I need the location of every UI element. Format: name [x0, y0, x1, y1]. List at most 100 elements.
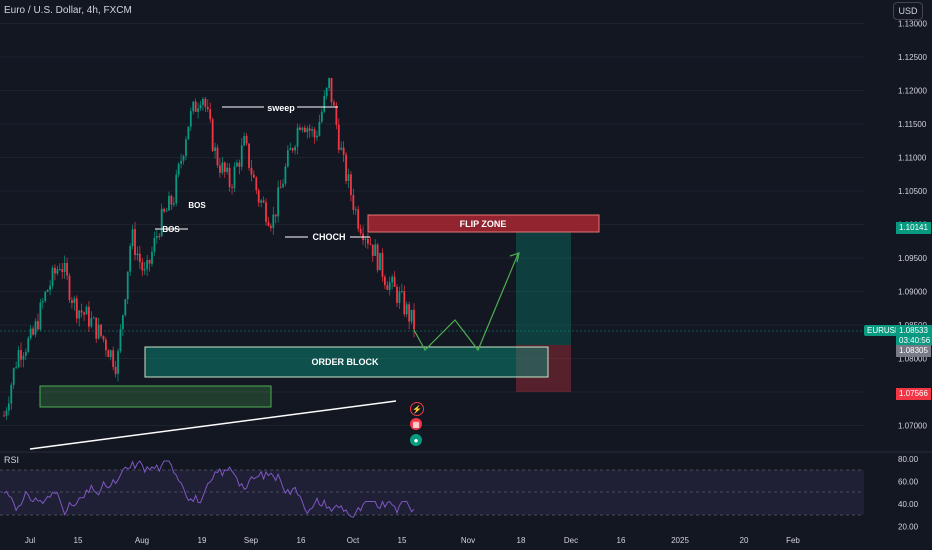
- candle-body: [267, 221, 270, 226]
- projection-path[interactable]: [413, 253, 519, 352]
- candle-body: [245, 136, 248, 144]
- candle-body: [189, 111, 192, 127]
- rsi-line: [3, 460, 415, 518]
- candle-body: [403, 291, 406, 315]
- price-tick-label: 1.13000: [898, 19, 927, 28]
- candle-body: [112, 350, 115, 367]
- candle-body: [369, 243, 372, 245]
- candle-body: [68, 275, 71, 301]
- candle-body: [209, 109, 212, 120]
- candle-body: [163, 208, 166, 212]
- candle-body: [119, 329, 122, 352]
- candle-body: [24, 351, 27, 356]
- candle-body: [400, 291, 403, 293]
- time-tick-label: 2025: [671, 536, 689, 545]
- candle-body: [20, 350, 22, 360]
- candle-body: [185, 139, 187, 156]
- earnings-icon[interactable]: ●: [410, 434, 422, 446]
- candle-body: [194, 101, 197, 112]
- candle-body: [235, 162, 238, 167]
- rsi-axis: 80.00 60.00 40.00 20.00: [898, 455, 919, 532]
- candle-body: [71, 300, 73, 304]
- candle-body: [413, 309, 415, 330]
- time-tick-label: Oct: [347, 536, 360, 545]
- candle-body: [61, 269, 64, 272]
- time-tick-label: 16: [297, 536, 306, 545]
- candle-body: [231, 187, 233, 189]
- lightning-icon[interactable]: ⚡: [410, 402, 424, 416]
- candle-body: [296, 127, 299, 147]
- candle-body: [3, 415, 5, 417]
- candle-body: [85, 306, 88, 315]
- candle-body: [143, 269, 146, 271]
- candle-body: [233, 166, 236, 188]
- order-block-zone[interactable]: [144, 346, 549, 378]
- time-tick-label: Aug: [135, 536, 149, 545]
- candle-body: [73, 298, 76, 304]
- candle-body: [386, 285, 389, 290]
- candle-body: [5, 410, 8, 416]
- demand-zone[interactable]: [39, 385, 272, 408]
- candle-body: [182, 155, 185, 161]
- candle-body: [44, 291, 47, 302]
- candle-body: [75, 298, 78, 319]
- candle-body: [10, 384, 13, 404]
- candle-body: [260, 200, 263, 203]
- candle-body: [172, 203, 175, 205]
- candle-body: [262, 200, 265, 203]
- calendar-icon[interactable]: ▦: [410, 418, 422, 430]
- candle-body: [92, 317, 95, 319]
- candle-body: [78, 310, 81, 319]
- rsi-tick-label: 20.00: [898, 522, 919, 531]
- price-tick-label: 1.11500: [898, 120, 927, 129]
- candle-body: [265, 202, 267, 222]
- candle-body: [12, 368, 15, 385]
- candle-body: [282, 183, 284, 188]
- candle-body: [131, 229, 134, 247]
- flip-zone[interactable]: [367, 214, 600, 233]
- candle-body: [286, 150, 289, 167]
- candle-body: [252, 174, 255, 178]
- candle-body: [114, 366, 117, 374]
- time-tick-label: 20: [740, 536, 749, 545]
- candle-body: [354, 209, 357, 211]
- candle-body: [325, 87, 328, 96]
- candle-body: [39, 302, 42, 330]
- bar-countdown: 03:40:56: [899, 336, 931, 345]
- candle-body: [381, 252, 384, 277]
- currency-button[interactable]: USD: [893, 2, 923, 20]
- price-tick-label: 1.09000: [898, 288, 927, 297]
- candle-body: [216, 147, 219, 166]
- position-profit-area[interactable]: [516, 231, 571, 345]
- candle-body: [160, 208, 163, 236]
- rsi-tick-label: 40.00: [898, 500, 919, 509]
- candle-body: [274, 214, 277, 217]
- candle-body: [340, 147, 343, 150]
- candle-body: [83, 312, 85, 315]
- candle-body: [318, 121, 321, 136]
- candle-body: [250, 167, 253, 175]
- price-tag-upper: 1.10141: [896, 222, 931, 234]
- trend-line[interactable]: [29, 400, 397, 450]
- candle-body: [284, 166, 287, 184]
- candle-body: [107, 350, 110, 358]
- time-axis[interactable]: Jul 15 Aug 19 Sep 16 Oct 15 Nov 18 Dec 16 2025 20 Feb: [25, 536, 801, 545]
- order-block-label: ORDER BLOCK: [312, 357, 379, 367]
- candle-body: [306, 128, 309, 132]
- candle-body: [379, 252, 381, 271]
- candle-body: [100, 324, 102, 336]
- candle-body: [146, 259, 149, 270]
- candle-body: [357, 209, 360, 229]
- position-loss-area[interactable]: [516, 345, 571, 392]
- candle-body: [337, 124, 340, 150]
- candle-body: [223, 162, 226, 172]
- candle-body: [148, 259, 151, 264]
- candle-body: [289, 148, 292, 151]
- candle-body: [199, 104, 202, 109]
- candle-body: [226, 167, 229, 172]
- candle-body: [347, 174, 350, 182]
- flip-zone-label: FLIP ZONE: [460, 219, 507, 229]
- candle-body: [303, 127, 306, 132]
- candle-body: [345, 154, 347, 182]
